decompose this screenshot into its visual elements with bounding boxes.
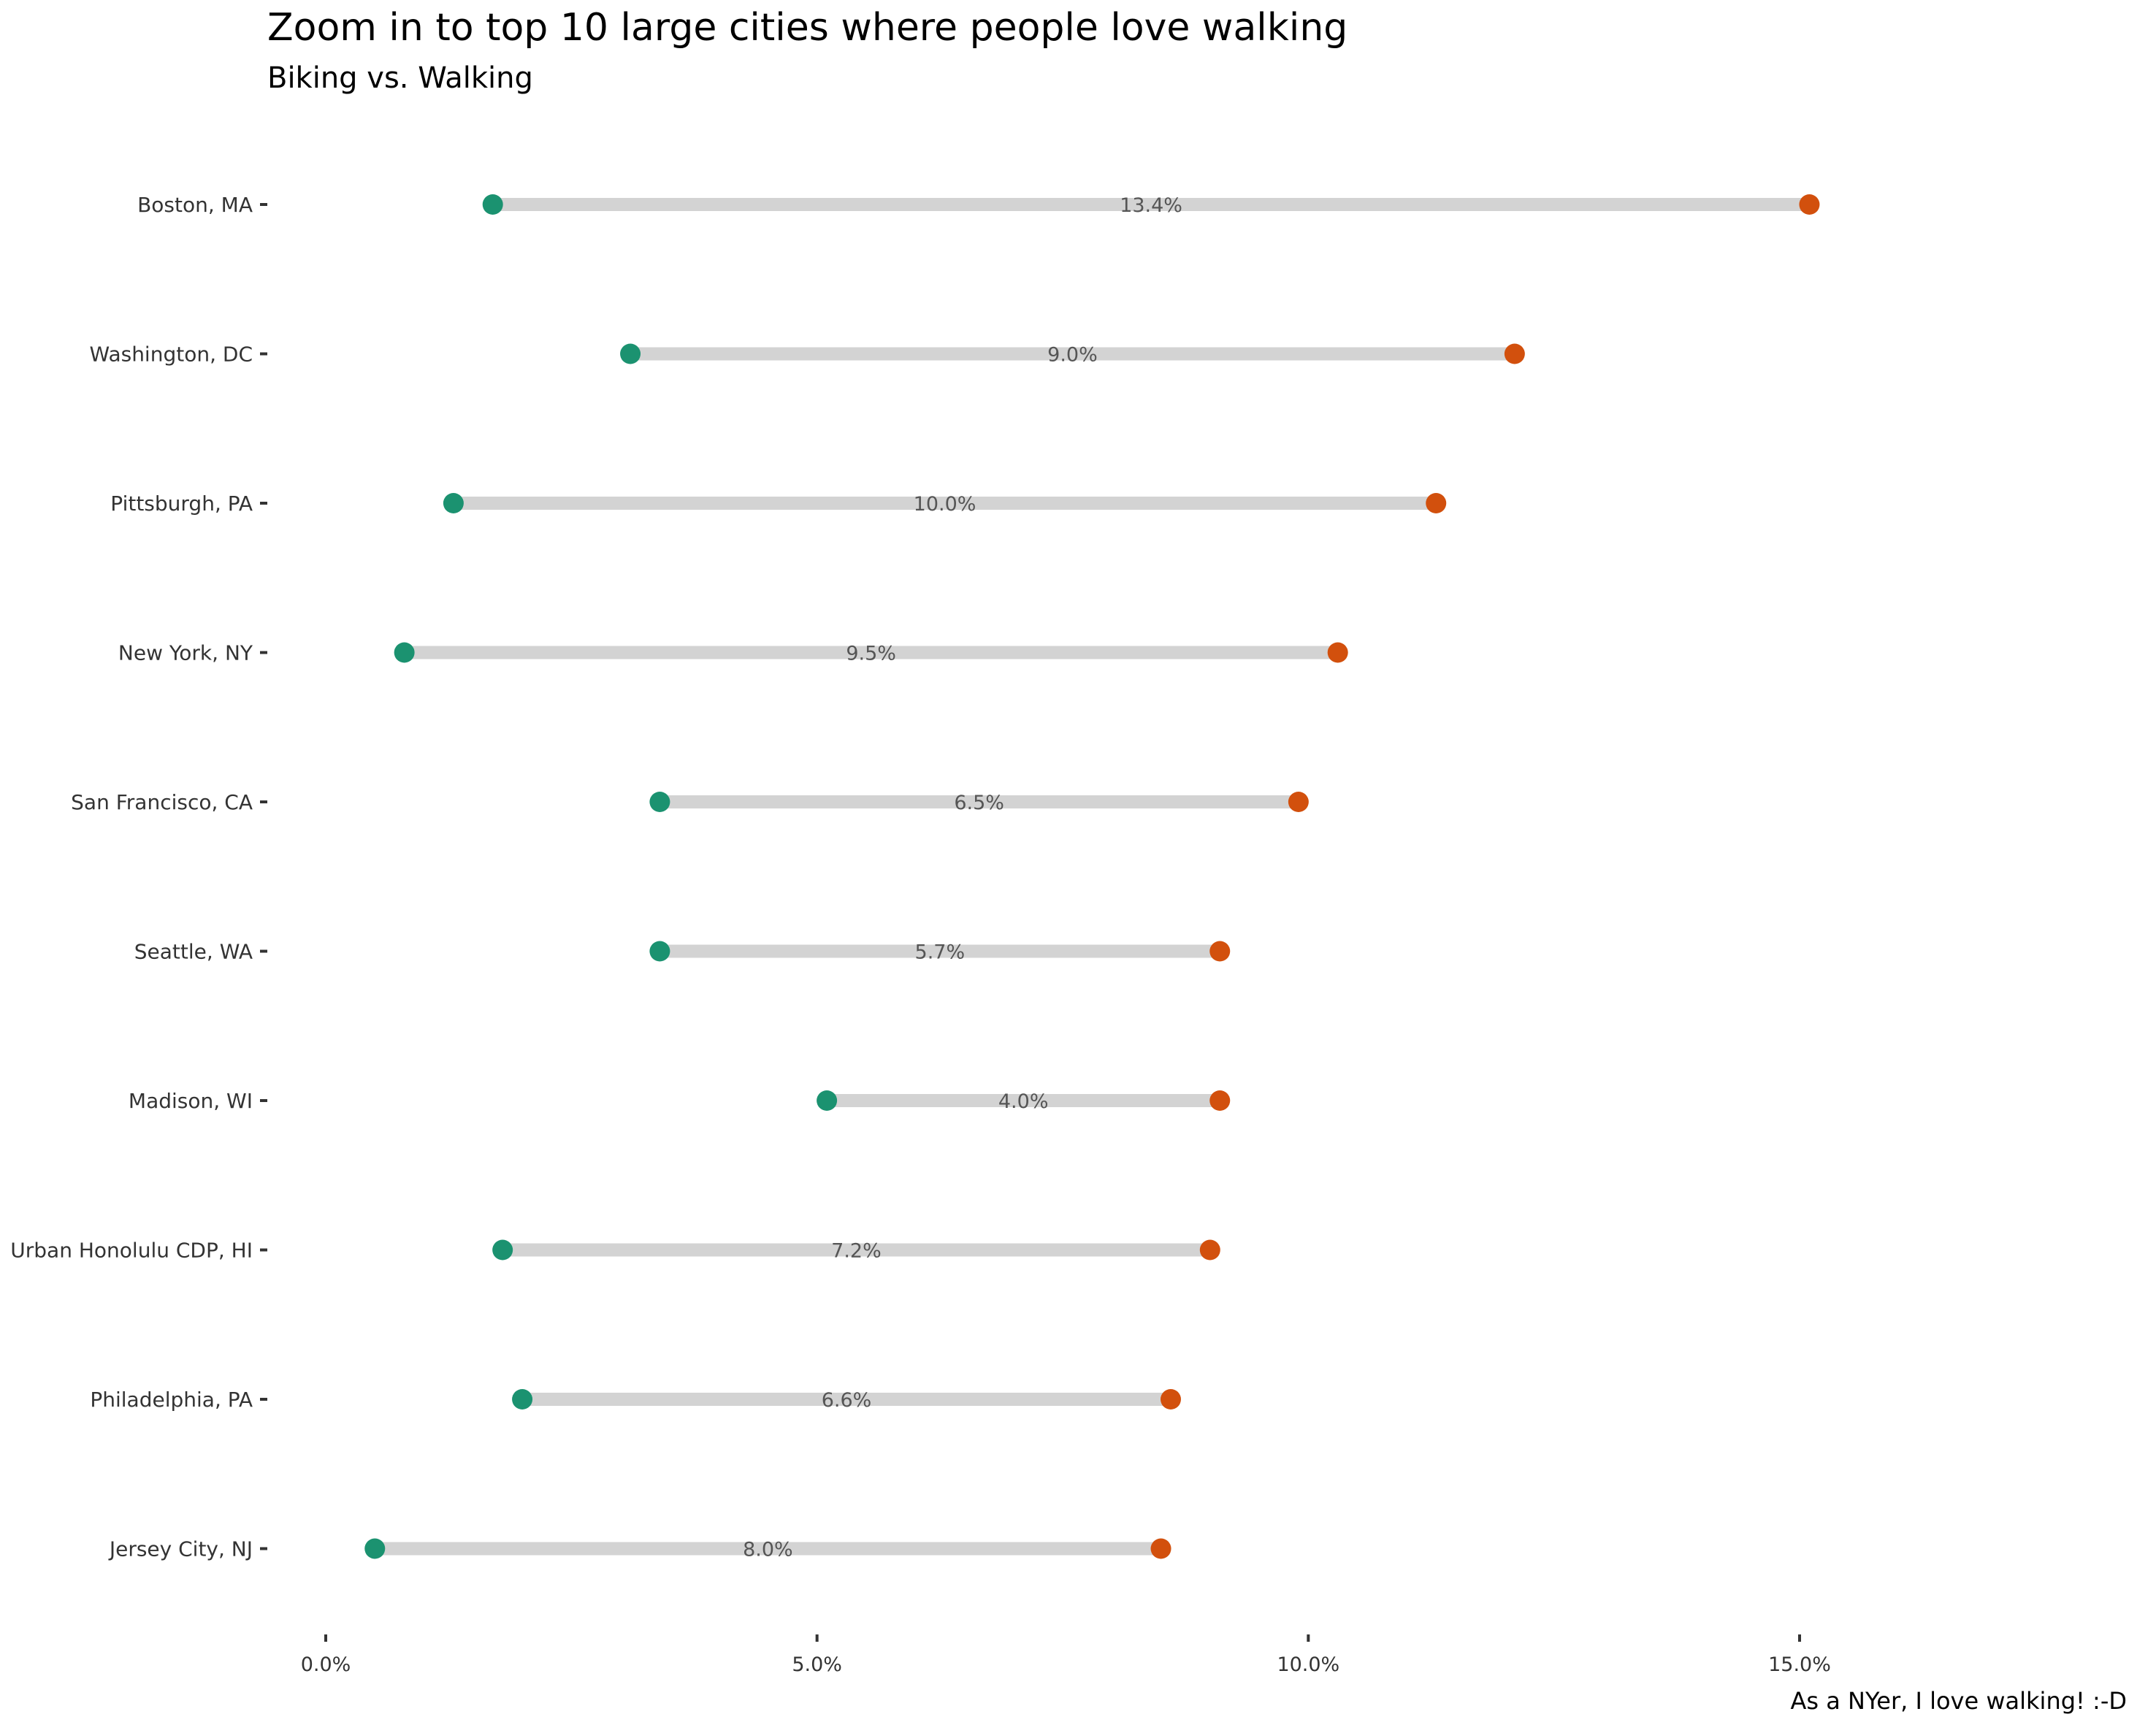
y-tick-label: Philadelphia, PA	[90, 1388, 253, 1412]
diff-label: 9.5%	[846, 643, 896, 665]
walking-point	[1150, 1538, 1171, 1559]
walking-point	[1426, 493, 1447, 513]
chart-subtitle: Biking vs. Walking	[267, 61, 533, 95]
biking-point	[649, 792, 670, 812]
chart-caption: As a NYer, I love walking! :-D	[1790, 1687, 2127, 1715]
biking-point	[620, 343, 641, 364]
walking-point	[1504, 343, 1525, 364]
y-tick-label: Washington, DC	[90, 343, 253, 367]
walking-point	[1160, 1389, 1181, 1410]
biking-point	[817, 1090, 838, 1111]
x-tick-label: 10.0%	[1277, 1653, 1339, 1676]
diff-label: 7.2%	[831, 1240, 882, 1263]
diff-label: 4.0%	[998, 1090, 1049, 1113]
biking-point	[649, 941, 670, 962]
y-tick-label: Boston, MA	[137, 193, 253, 217]
y-tick-label: San Francisco, CA	[71, 790, 253, 814]
walking-point	[1327, 642, 1348, 663]
diff-label: 13.4%	[1120, 194, 1182, 217]
y-tick-label: Madison, WI	[129, 1089, 253, 1113]
y-tick-label: Jersey City, NJ	[108, 1537, 253, 1561]
biking-point	[512, 1389, 533, 1410]
diff-label: 9.0%	[1047, 344, 1098, 367]
diff-label: 10.0%	[914, 493, 976, 516]
biking-point	[482, 194, 503, 215]
diff-label: 6.5%	[954, 792, 1004, 814]
biking-point	[394, 642, 415, 663]
diff-label: 5.7%	[915, 941, 966, 964]
biking-point	[364, 1538, 386, 1559]
walking-point	[1209, 1090, 1231, 1111]
walking-point	[1209, 941, 1231, 962]
x-tick-label: 0.0%	[301, 1653, 351, 1676]
y-tick-label: New York, NY	[118, 641, 253, 665]
walking-point	[1799, 194, 1820, 215]
biking-point	[492, 1239, 513, 1261]
diff-label: 6.6%	[822, 1389, 872, 1412]
y-tick-label: Urban Honolulu CDP, HI	[10, 1239, 253, 1263]
walking-point	[1199, 1239, 1220, 1261]
y-tick-label: Pittsburgh, PA	[110, 492, 253, 516]
biking-point	[443, 493, 464, 513]
diff-label: 8.0%	[743, 1539, 793, 1561]
walking-point	[1288, 792, 1309, 812]
x-tick-label: 5.0%	[792, 1653, 842, 1676]
y-tick-label: Seattle, WA	[134, 940, 253, 964]
x-tick-label: 15.0%	[1768, 1653, 1831, 1676]
chart-title: Zoom in to top 10 large cities where peo…	[267, 6, 1348, 50]
